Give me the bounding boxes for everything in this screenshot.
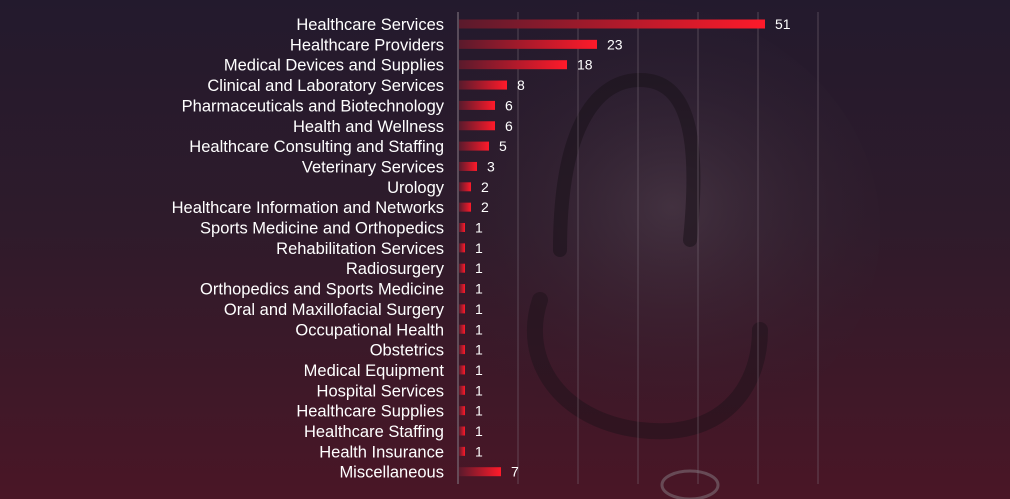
value-label: 1: [475, 403, 483, 419]
value-label: 6: [505, 97, 513, 113]
category-label: Healthcare Consulting and Staffing: [189, 138, 444, 156]
bar: [459, 345, 465, 355]
value-label: 1: [475, 260, 483, 276]
value-label: 1: [475, 301, 483, 317]
value-label: 18: [577, 57, 593, 73]
bar: [459, 426, 465, 436]
value-label: 23: [607, 36, 623, 52]
bar: [459, 19, 765, 29]
category-label: Healthcare Information and Networks: [172, 199, 444, 217]
value-label: 1: [475, 281, 483, 297]
category-label: Occupational Health: [295, 321, 444, 339]
value-label: 2: [481, 199, 489, 215]
bar: [459, 385, 465, 395]
category-label: Medical Devices and Supplies: [224, 57, 444, 75]
bar: [459, 60, 567, 70]
bar: [459, 467, 501, 477]
value-label: 6: [505, 118, 513, 134]
category-label: Urology: [387, 179, 445, 197]
value-label: 1: [475, 342, 483, 358]
bar: [459, 263, 465, 273]
category-label: Health Insurance: [319, 443, 444, 461]
category-label: Healthcare Staffing: [304, 423, 444, 441]
category-label: Oral and Maxillofacial Surgery: [224, 301, 445, 319]
value-label: 1: [475, 321, 483, 337]
bar: [459, 406, 465, 416]
category-label: Healthcare Supplies: [296, 403, 444, 421]
value-label: 5: [499, 138, 507, 154]
category-label: Health and Wellness: [293, 118, 444, 136]
value-label: 7: [511, 464, 519, 480]
bar: [459, 243, 465, 253]
category-label: Medical Equipment: [304, 362, 445, 380]
value-label: 1: [475, 220, 483, 236]
value-label: 1: [475, 382, 483, 398]
value-label: 1: [475, 443, 483, 459]
value-label: 3: [487, 158, 495, 174]
value-label: 1: [475, 362, 483, 378]
category-label: Sports Medicine and Orthopedics: [200, 220, 444, 238]
category-label: Healthcare Services: [296, 16, 444, 34]
category-label: Orthopedics and Sports Medicine: [200, 281, 444, 299]
category-label: Obstetrics: [370, 342, 444, 360]
category-label: Clinical and Laboratory Services: [207, 77, 444, 95]
bar: [459, 161, 477, 171]
category-label: Miscellaneous: [339, 464, 444, 482]
category-label: Healthcare Providers: [290, 36, 444, 54]
bar: [459, 223, 465, 232]
bar: [459, 304, 465, 314]
category-label: Hospital Services: [317, 382, 444, 400]
bar: [459, 202, 471, 212]
bar: [459, 39, 597, 49]
value-label: 51: [775, 16, 791, 32]
value-label: 1: [475, 240, 483, 256]
bar: [459, 80, 507, 90]
bar: [459, 121, 495, 131]
bar: [459, 284, 465, 294]
bar: [459, 324, 465, 334]
bar: [459, 141, 489, 151]
bar: [459, 365, 465, 375]
value-label: 8: [517, 77, 525, 93]
category-label: Radiosurgery: [346, 260, 445, 278]
bar: [459, 446, 465, 456]
category-label: Pharmaceuticals and Biotechnology: [182, 97, 445, 115]
category-label: Rehabilitation Services: [276, 240, 444, 258]
value-label: 1: [475, 423, 483, 439]
value-label: 2: [481, 179, 489, 195]
bar: [459, 182, 471, 192]
bar: [459, 100, 495, 110]
category-label: Veterinary Services: [302, 158, 444, 176]
